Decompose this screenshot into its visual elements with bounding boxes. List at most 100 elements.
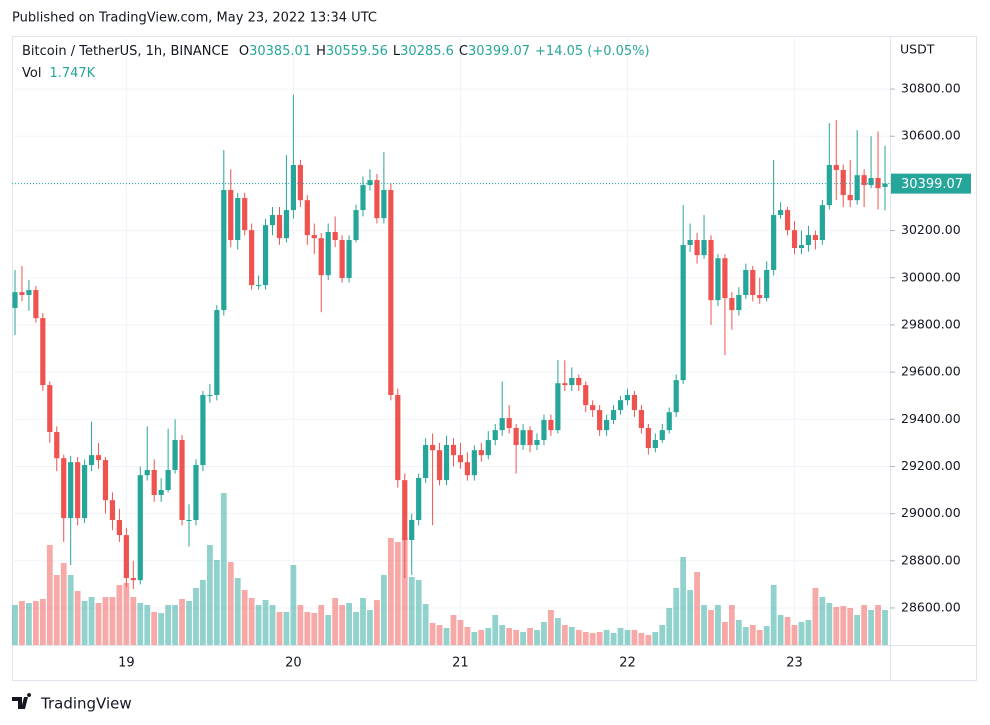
candle-body — [471, 450, 477, 476]
volume-bar — [471, 632, 478, 645]
volume-bar — [283, 612, 290, 645]
volume-bar — [234, 578, 241, 645]
candle-body — [854, 175, 860, 201]
candle-body — [388, 190, 394, 395]
candle-body — [256, 285, 262, 287]
candle-body — [325, 232, 331, 276]
candle-body — [186, 519, 192, 521]
candle-body — [729, 298, 735, 311]
candle-body — [617, 400, 624, 411]
field-value: 30559.56 — [325, 44, 388, 59]
volume-bar — [819, 597, 826, 645]
candle-body — [847, 194, 853, 201]
volume-bar — [81, 601, 88, 645]
volume-bar — [596, 632, 603, 645]
volume-bar — [193, 588, 199, 645]
volume-bar — [137, 603, 144, 645]
volume-legend: Vol 1.747K — [22, 66, 95, 81]
candle-body — [861, 175, 867, 186]
candle-body — [318, 238, 324, 276]
candle-body — [68, 462, 74, 519]
candle-body — [833, 165, 839, 170]
volume-bar — [492, 615, 499, 645]
volume-bars — [12, 493, 888, 645]
candle-body — [242, 198, 248, 231]
field-label: L — [392, 44, 401, 59]
candle-body — [791, 230, 798, 249]
candle-body — [736, 294, 742, 311]
candle-body — [12, 292, 18, 308]
volume-bar — [200, 580, 206, 645]
volume-bar — [805, 620, 812, 645]
candle-body — [353, 210, 359, 241]
volume-bar — [645, 635, 652, 645]
volume-bar — [67, 575, 74, 645]
candle-body — [715, 258, 721, 301]
candle-body — [659, 430, 665, 441]
volume-bar — [374, 600, 380, 645]
candle-body — [151, 469, 157, 495]
candle-body — [694, 240, 700, 256]
volume-bar — [165, 605, 172, 645]
volume-bar — [548, 610, 554, 645]
y-tick-label: 28800.00 — [901, 552, 961, 567]
candle-body — [604, 419, 610, 431]
volume-bar — [39, 599, 46, 645]
candle-body — [555, 383, 561, 431]
volume-bar — [394, 542, 401, 645]
volume-bar — [213, 560, 220, 645]
legend: Bitcoin / TetherUS, 1h, BINANCE O30385.01… — [22, 44, 650, 59]
candle-body — [193, 465, 199, 520]
volume-bar — [875, 605, 881, 645]
volume-bar — [812, 588, 819, 645]
candle-body — [200, 394, 206, 466]
candle-body — [172, 440, 178, 470]
volume-bar — [276, 612, 283, 645]
x-tick-label: 20 — [285, 656, 302, 671]
volume-bar — [290, 565, 297, 645]
field-value: 30399.07 — [468, 44, 531, 59]
volume-bar — [701, 605, 707, 645]
volume-bar — [534, 630, 540, 645]
candle-body — [207, 394, 213, 396]
volume-bar — [151, 612, 158, 645]
volume-bar — [401, 537, 408, 645]
candle-body — [416, 478, 422, 520]
candle-body — [228, 190, 234, 241]
candle-body — [548, 419, 554, 431]
candle-body — [562, 383, 568, 386]
candle-body — [534, 440, 540, 445]
volume-bar — [722, 622, 728, 645]
y-tick-label: 29400.00 — [901, 411, 961, 426]
candle-body — [666, 412, 672, 431]
candle-body — [116, 519, 122, 536]
candle-body — [123, 535, 129, 579]
candle-body — [61, 458, 67, 519]
volume-bar — [749, 625, 756, 645]
candle-body — [743, 269, 749, 295]
candle-body — [290, 165, 296, 211]
candle-body — [332, 232, 338, 241]
volume-bar — [19, 601, 25, 645]
volume-bar — [123, 583, 130, 645]
candle-body — [499, 418, 505, 431]
field-value: 30285.6 — [400, 44, 454, 59]
candle-body — [527, 430, 533, 445]
volume-bar — [840, 606, 847, 645]
candle-body — [158, 490, 164, 495]
volume-bar — [694, 572, 700, 645]
volume-bar — [109, 597, 116, 645]
volume-bar — [624, 630, 631, 645]
y-tick-label: 29600.00 — [901, 364, 961, 379]
volume-bar — [582, 632, 589, 645]
volume-bar — [339, 605, 346, 645]
candle-body — [249, 230, 255, 286]
candle-body — [722, 258, 728, 299]
volume-bar — [74, 591, 81, 645]
candle-body — [513, 428, 519, 445]
volume-bar — [756, 630, 763, 645]
volume-label: Vol — [22, 66, 42, 81]
volume-bar — [589, 633, 596, 645]
candle-body — [262, 225, 269, 286]
field-value: 30385.01 — [249, 44, 312, 59]
